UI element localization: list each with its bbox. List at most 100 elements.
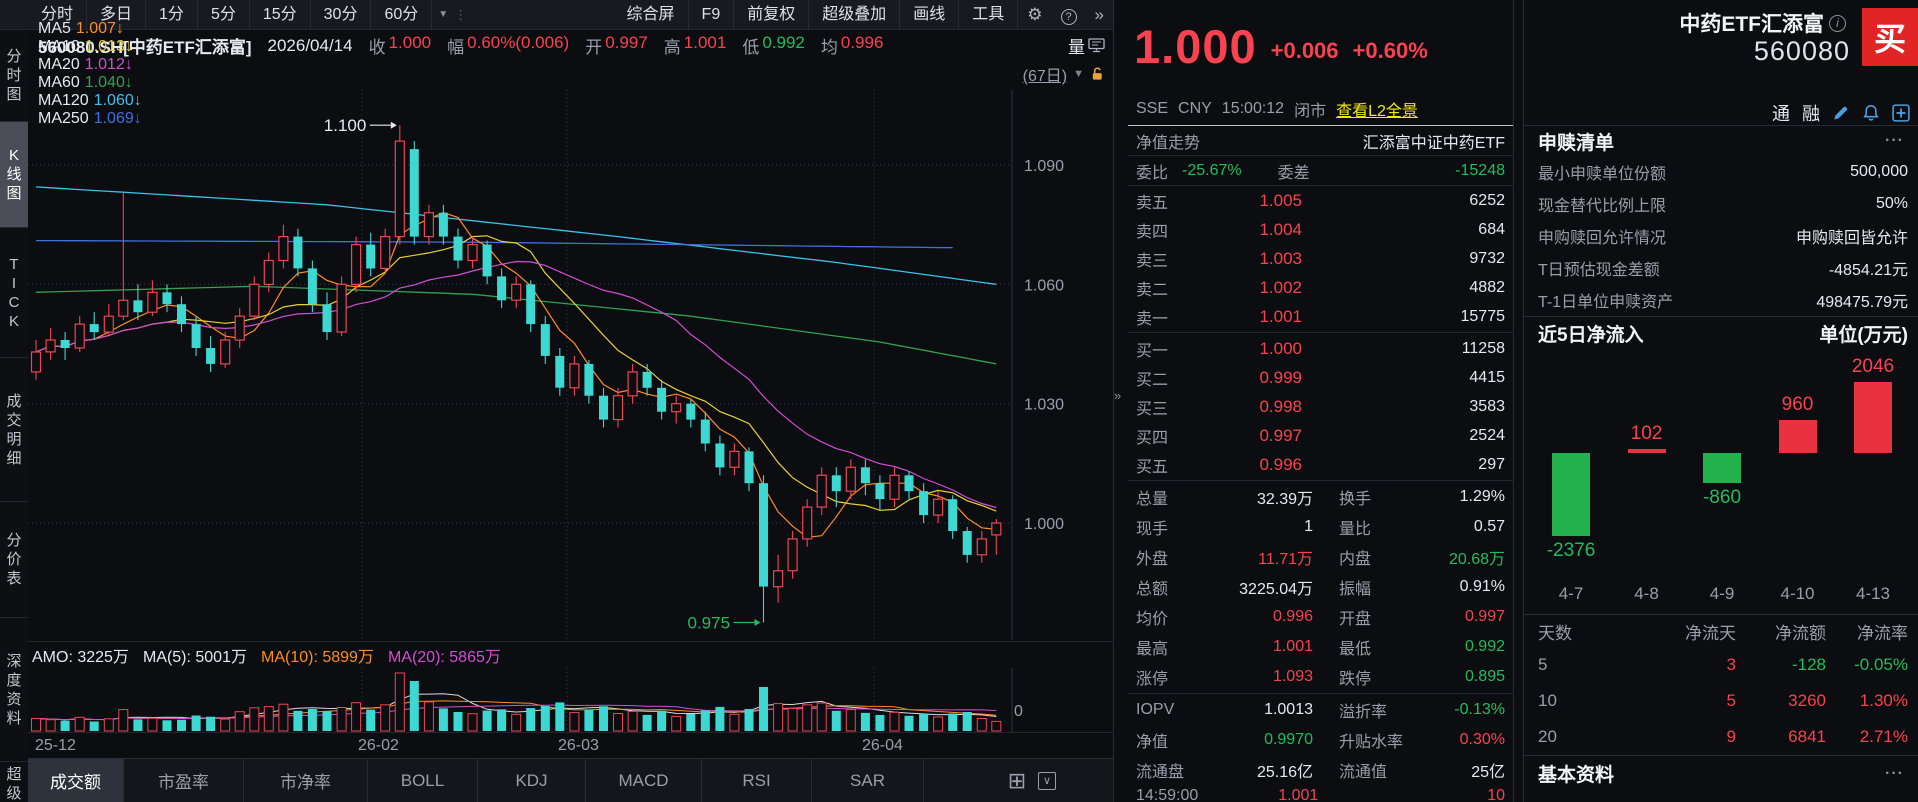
grid-plus-icon[interactable]: ⊞ [1007, 767, 1027, 793]
bell-icon[interactable] [1862, 104, 1880, 122]
splitter-chevron-icon[interactable]: » [1114, 388, 1122, 403]
level-volume: 684 [1478, 220, 1505, 238]
field-value: 0.997 [605, 33, 648, 52]
period-tab-多日[interactable]: 多日 [87, 0, 147, 30]
sidebar-item-分价表[interactable]: 分价表 [0, 502, 28, 618]
indicator-tab-成交额[interactable]: 成交额 [28, 759, 124, 802]
ask-row[interactable]: 卖四 1.004 684 [1128, 215, 1513, 244]
ma-right-group: (67日) ▼ [1023, 62, 1105, 86]
redemption-row: 现金替代比例上限 50% [1524, 188, 1918, 220]
ma-value: 1.060↓ [93, 92, 142, 109]
redemption-row: T-1日单位申赎资产 498475.79元 [1524, 284, 1918, 316]
stat-label: 量比 [1339, 521, 1372, 538]
field-label: 收 [368, 38, 386, 57]
x-axis-label: 26-04 [862, 737, 903, 754]
sidebar-item-char: 时 [6, 67, 22, 84]
bid-row[interactable]: 买三 0.998 3583 [1128, 392, 1513, 421]
buy-button[interactable]: 买 [1862, 8, 1918, 66]
sidebar-item-成交明细[interactable]: 成交明细 [0, 358, 28, 502]
netflow-date-label: 4-10 [1780, 584, 1815, 603]
sidebar-item-深度资料[interactable]: 深度资料 [0, 618, 28, 762]
edit-pencil-icon[interactable] [1832, 104, 1850, 122]
range-label[interactable]: (67日) [1022, 68, 1068, 85]
redemption-menu-icon[interactable]: ··· [1885, 132, 1904, 149]
collapse-chevron-icon[interactable]: ∨ [1032, 759, 1062, 802]
ohlc-field: 低 0.992 [742, 33, 805, 58]
help-icon[interactable]: ? [1052, 5, 1086, 25]
indicator-tab-MACD[interactable]: MACD [586, 759, 702, 802]
cell-days: 5 [1538, 655, 1548, 674]
field-label: 低 [742, 38, 760, 57]
lock-open-icon[interactable] [1090, 66, 1105, 82]
volume-pane[interactable] [28, 668, 1113, 732]
weibi-label: 委比 [1136, 164, 1169, 182]
indicator-tab-市盈率[interactable]: 市盈率 [124, 759, 244, 802]
period-tab-1分[interactable]: 1分 [146, 0, 198, 30]
bid-row[interactable]: 买二 0.999 4415 [1128, 363, 1513, 392]
sidebar-item-分时图[interactable]: 分时图 [0, 30, 28, 122]
tick-price: 1.001 [1278, 787, 1319, 802]
indicator-tab-KDJ[interactable]: KDJ [478, 759, 586, 802]
bid-row[interactable]: 买四 0.997 2524 [1128, 421, 1513, 450]
stat-value: 1.001 [1272, 638, 1313, 655]
ma-item-MA60: MA60 1.040↓ [38, 74, 142, 92]
stat-value: 0.30% [1459, 731, 1505, 748]
redemption-rows: 最小申赎单位份额 500,000 现金替代比例上限 50% 申购赎回允许情况 申购赎回皆允… [1524, 156, 1918, 316]
ask-row[interactable]: 卖五 1.005 6252 [1128, 186, 1513, 215]
toolbar-menu-前复权[interactable]: 前复权 [734, 0, 810, 30]
more-icon[interactable]: » [1094, 4, 1104, 24]
basic-info-menu-icon[interactable]: ··· [1885, 764, 1904, 782]
range-caret-icon[interactable]: ▼ [1073, 68, 1084, 80]
toolbar-menu-超级叠加[interactable]: 超级叠加 [809, 0, 901, 30]
info-icon[interactable]: i [1829, 14, 1846, 32]
sidebar-item-char: I [11, 274, 17, 292]
netflow-date-label: 4-13 [1855, 584, 1891, 603]
bid-row[interactable]: 买一 1.000 11258 [1128, 334, 1513, 363]
svg-text:1.100: 1.100 [324, 116, 367, 135]
period-tab-分时[interactable]: 分时 [28, 0, 88, 30]
period-tab-60分[interactable]: 60分 [371, 0, 433, 30]
stat-label: 最低 [1339, 641, 1372, 658]
gear-icon[interactable]: ⚙ [1027, 4, 1043, 24]
indicator-tab-RSI[interactable]: RSI [702, 759, 812, 802]
period-dropdown-icon[interactable]: ▼ [438, 9, 449, 20]
cell-days: 10 [1538, 691, 1557, 710]
sidebar-item-超级[interactable]: 超级 [0, 762, 28, 802]
kline-chart[interactable]: 1.090 1.060 1.030 1.000 1.100 0.975 [28, 90, 1113, 640]
ask-row[interactable]: 卖三 1.003 9732 [1128, 244, 1513, 273]
netflow-bar [1552, 453, 1590, 536]
cell-netrate: 2.71% [1859, 727, 1908, 746]
stats-row: 净值 0.9970 升贴水率 0.30% [1128, 725, 1513, 755]
toolbar-menu-综合屏[interactable]: 综合屏 [614, 0, 689, 30]
sidebar-item-char: 图 [6, 185, 22, 202]
sidebar-item-char: 超 [6, 765, 22, 783]
svg-text:1.030: 1.030 [1024, 397, 1064, 414]
ask-row[interactable]: 卖一 1.001 15775 [1128, 302, 1513, 331]
period-tab-group: 分时 多日 1分 5分 15分 30分 60分 [28, 0, 433, 30]
toolbar-menu-F9[interactable]: F9 [689, 0, 735, 30]
stat-value: 25亿 [1471, 764, 1505, 781]
nav-label[interactable]: 净值走势 [1136, 134, 1201, 152]
period-tab-30分[interactable]: 30分 [311, 0, 372, 30]
toolbar-menu-工具[interactable]: 工具 [959, 0, 1019, 30]
drag-handle-icon[interactable]: ⋮ [454, 6, 467, 22]
toolbar-menu-画线[interactable]: 画线 [900, 0, 960, 30]
period-tab-5分[interactable]: 5分 [198, 0, 250, 30]
indicator-tab-SAR[interactable]: SAR [812, 759, 924, 802]
col-header: 天数 [1538, 623, 1572, 643]
x-axis-labels: 25-12 26-02 26-03 26-04 [28, 732, 1113, 758]
l2-link[interactable]: 查看L2全景 [1336, 102, 1418, 120]
market-status: 闭市 [1294, 102, 1327, 120]
ask-row[interactable]: 卖二 1.002 4882 [1128, 273, 1513, 302]
add-plus-icon[interactable] [1892, 103, 1910, 122]
indicator-tab-市净率[interactable]: 市净率 [244, 759, 368, 802]
period-tab-15分[interactable]: 15分 [250, 0, 311, 30]
ma-value: 1.007↓ [75, 20, 124, 37]
indicator-tab-BOLL[interactable]: BOLL [368, 759, 478, 802]
volume-monitor-icon[interactable] [1088, 38, 1105, 53]
bid-row[interactable]: 买五 0.996 297 [1128, 450, 1513, 479]
panel-splitter[interactable] [1113, 0, 1128, 802]
quote-info-bar: 560080.SH[中药ETF汇添富] 2026/04/14 收 1.000 幅 0.… [0, 31, 1113, 60]
